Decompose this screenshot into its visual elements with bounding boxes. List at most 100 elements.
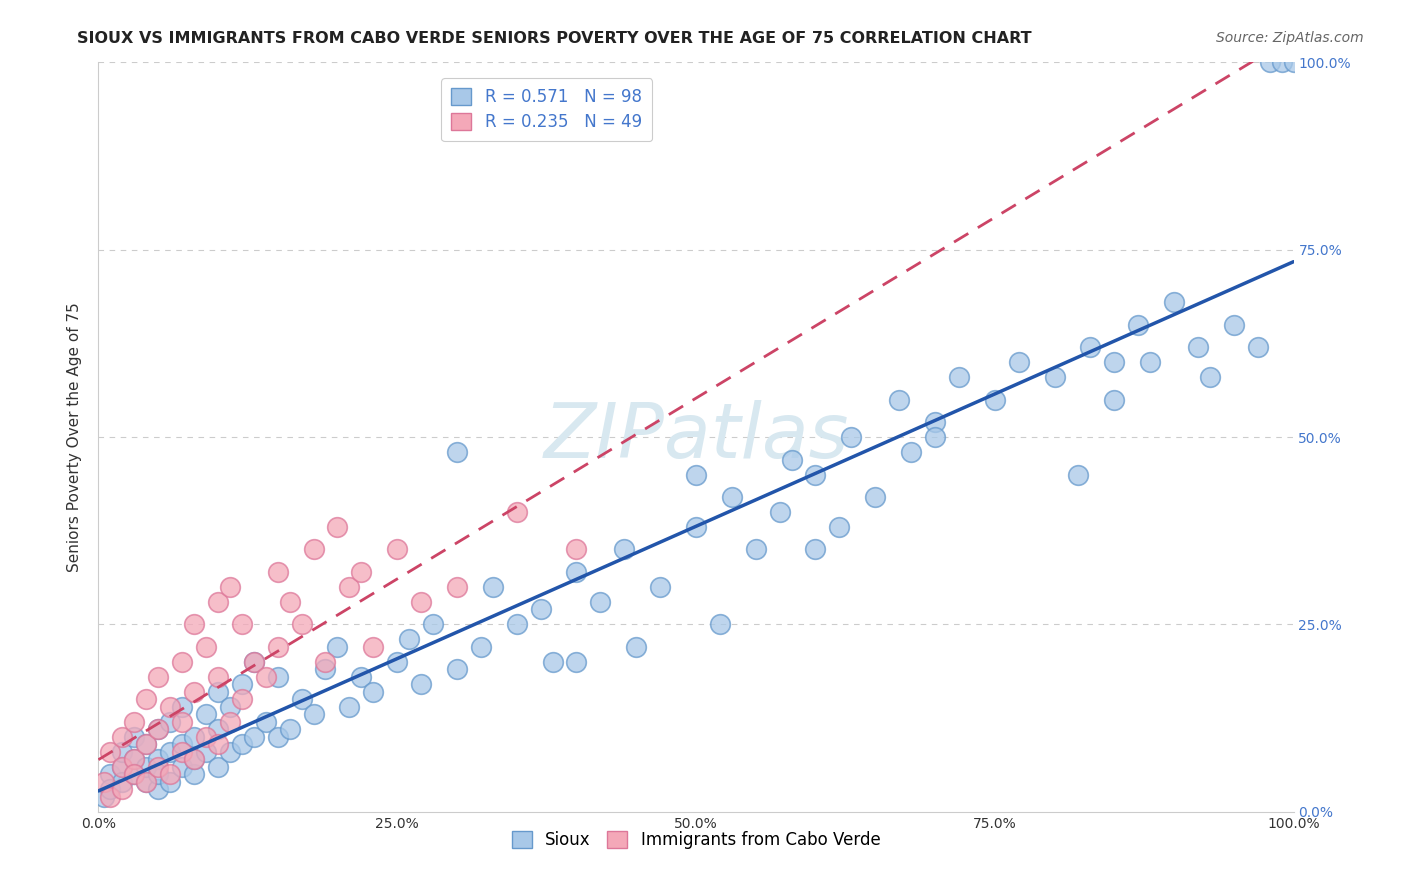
Point [135,774,157,789]
Point [1187,340,1209,354]
Point [315,655,337,669]
Point [219,699,242,714]
Point [207,723,229,737]
Text: Source: ZipAtlas.com: Source: ZipAtlas.com [1216,31,1364,45]
Point [183,767,205,781]
Point [804,467,827,482]
Point [768,505,790,519]
Point [278,723,301,737]
Point [984,392,1007,407]
Point [326,640,349,654]
Point [1139,355,1161,369]
Point [481,580,505,594]
Point [721,490,744,504]
Point [148,782,170,797]
Point [1128,318,1150,332]
Point [350,565,373,579]
Point [470,640,492,654]
Point [828,520,851,534]
Point [841,430,863,444]
Point [183,617,205,632]
Point [243,730,266,744]
Point [865,490,887,504]
Point [135,760,157,774]
Point [195,730,218,744]
Point [124,752,146,766]
Point [363,685,385,699]
Text: SIOUX VS IMMIGRANTS FROM CABO VERDE SENIORS POVERTY OVER THE AGE OF 75 CORRELATI: SIOUX VS IMMIGRANTS FROM CABO VERDE SENI… [77,31,1032,46]
Point [254,670,277,684]
Point [626,640,648,654]
Point [148,723,170,737]
Point [195,745,218,759]
Point [411,677,433,691]
Point [709,617,731,632]
Point [207,737,229,751]
Point [267,730,290,744]
Y-axis label: Seniors Poverty Over the Age of 75: Seniors Poverty Over the Age of 75 [67,302,83,572]
Point [411,595,433,609]
Point [446,662,468,676]
Point [385,655,409,669]
Point [1223,318,1246,332]
Point [254,714,277,729]
Point [243,655,266,669]
Point [111,774,134,789]
Point [363,640,385,654]
Point [159,767,181,781]
Point [124,730,146,744]
Point [685,520,707,534]
Point [172,699,194,714]
Point [398,632,420,647]
Text: ZIPatlas: ZIPatlas [543,401,849,474]
Point [124,752,146,766]
Point [924,430,946,444]
Point [183,752,205,766]
Point [219,714,242,729]
Point [159,745,181,759]
Point [1247,340,1270,354]
Point [948,370,970,384]
Point [98,789,122,804]
Point [135,692,157,706]
Point [231,677,253,691]
Point [589,595,612,609]
Point [172,745,194,759]
Point [183,685,205,699]
Point [1199,370,1222,384]
Point [172,737,194,751]
Point [267,670,290,684]
Point [93,789,115,804]
Point [195,707,218,722]
Point [446,580,468,594]
Point [506,505,529,519]
Point [685,467,707,482]
Point [530,602,553,616]
Point [889,392,911,407]
Point [1282,55,1305,70]
Point [98,767,122,781]
Point [422,617,444,632]
Point [565,542,588,557]
Point [135,737,157,751]
Point [302,707,325,722]
Point [385,542,409,557]
Point [1163,295,1185,310]
Point [541,655,564,669]
Point [231,737,253,751]
Point [780,452,803,467]
Point [243,655,266,669]
Point [111,745,134,759]
Point [339,699,361,714]
Point [111,760,134,774]
Point [148,752,170,766]
Point [148,767,170,781]
Point [231,692,253,706]
Point [231,617,253,632]
Point [98,782,122,797]
Point [291,617,314,632]
Point [219,580,242,594]
Point [648,580,672,594]
Point [135,774,157,789]
Point [207,670,229,684]
